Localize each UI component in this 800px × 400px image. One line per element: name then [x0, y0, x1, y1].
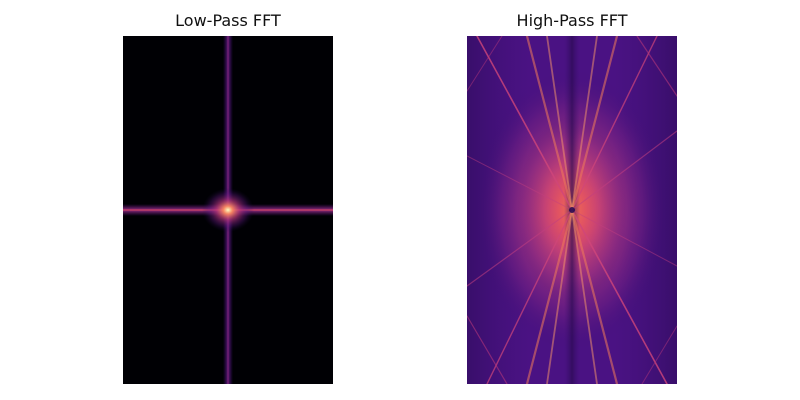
high-pass-diagonal-streaks — [467, 36, 677, 384]
low-pass-fft-image — [123, 36, 333, 384]
low-pass-fft-title: Low-Pass FFT — [175, 11, 281, 30]
high-pass-fft-image — [467, 36, 677, 384]
low-pass-fft-svg — [123, 36, 333, 384]
high-pass-dc-notch — [569, 207, 575, 213]
low-pass-central-peak — [202, 188, 254, 232]
high-pass-fft-title: High-Pass FFT — [516, 11, 628, 30]
high-pass-fft-svg — [467, 36, 677, 384]
